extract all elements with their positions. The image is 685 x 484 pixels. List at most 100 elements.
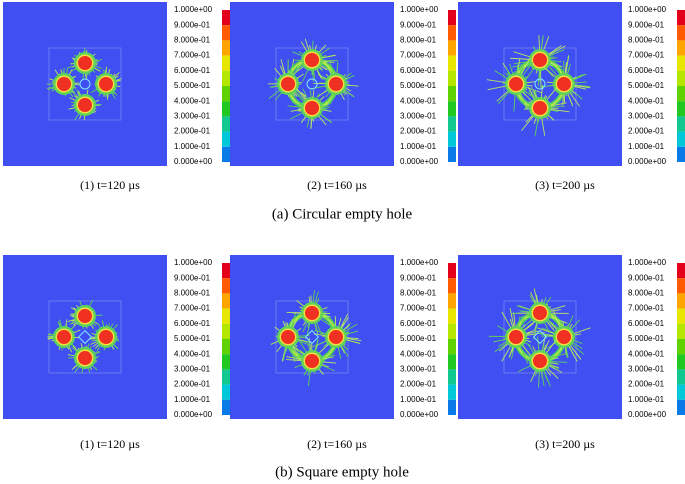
colorbar-segment (677, 25, 685, 41)
colorbar-label: 1.000e-01 (400, 395, 437, 404)
borehole (57, 77, 71, 91)
colorbar-segment (222, 131, 230, 147)
colorbar-segment (677, 70, 685, 86)
colorbar-label: 8.000e-01 (628, 36, 665, 45)
domain-outline (48, 300, 122, 374)
colorbar-label: 9.000e-01 (628, 20, 665, 29)
colorbar-label: 2.000e-01 (174, 380, 211, 389)
colorbar-segment (677, 339, 685, 355)
colorbar-segment (448, 146, 456, 162)
colorbar-label: 1.000e+00 (174, 5, 213, 14)
panel-caption: (3) t=200 µs (535, 437, 595, 451)
colorbar-label: 6.000e-01 (628, 319, 665, 328)
colorbar-segment (677, 308, 685, 324)
borehole (557, 330, 571, 344)
colorbar-label: 1.000e-01 (174, 395, 211, 404)
borehole (57, 330, 71, 344)
colorbar-label: 1.000e-01 (400, 142, 437, 151)
colorbar-label: 4.000e-01 (174, 349, 211, 358)
colorbar-label: 3.000e-01 (400, 112, 437, 121)
colorbar-segment (222, 354, 230, 370)
colorbar-label: 1.000e-01 (628, 142, 665, 151)
colorbar-segment (448, 339, 456, 355)
colorbar-segment (677, 323, 685, 339)
colorbar-segment (222, 369, 230, 385)
colorbar-segment (222, 55, 230, 71)
colorbar-segment (448, 354, 456, 370)
colorbar-label: 2.000e-01 (174, 127, 211, 136)
colorbar-label: 6.000e-01 (174, 66, 211, 75)
empty-hole (304, 329, 320, 345)
borehole (533, 306, 547, 320)
colorbar-label: 1.000e+00 (174, 258, 213, 267)
colorbar-segment (677, 40, 685, 56)
panel: 1.000e+00 9.000e-01 8.000e-01 7.000e-01 6.00… (3, 255, 230, 451)
colorbar-label: 1.000e+00 (628, 5, 667, 14)
colorbar-segment (222, 384, 230, 400)
colorbar-label: 9.000e-01 (628, 273, 665, 282)
sim-background (3, 2, 167, 166)
colorbar-segment (222, 101, 230, 117)
colorbar-label: 4.000e-01 (400, 349, 437, 358)
colorbar-label: 3.000e-01 (174, 112, 211, 121)
borehole (305, 101, 319, 115)
colorbar-segment (677, 55, 685, 71)
colorbar-label: 4.000e-01 (628, 349, 665, 358)
row-caption: (b) Square empty hole (275, 464, 409, 480)
colorbar-segment (448, 116, 456, 132)
colorbar-label: 0.000e+00 (174, 157, 213, 166)
sim-background (230, 255, 394, 419)
colorbar-segment (448, 86, 456, 102)
borehole (99, 77, 113, 91)
borehole (78, 56, 92, 70)
borehole (533, 53, 547, 67)
colorbar-label: 8.000e-01 (400, 36, 437, 45)
panel: 1.000e+00 9.000e-01 8.000e-01 7.000e-01 6.00… (458, 255, 685, 451)
borehole (509, 77, 523, 91)
colorbar-segment (677, 116, 685, 132)
colorbar-label: 7.000e-01 (628, 51, 665, 60)
borehole (78, 351, 92, 365)
borehole (305, 354, 319, 368)
panel-caption: (2) t=160 µs (307, 437, 367, 451)
borehole (557, 77, 571, 91)
panel-caption: (3) t=200 µs (535, 178, 595, 192)
borehole (509, 330, 523, 344)
colorbar-label: 7.000e-01 (400, 51, 437, 60)
colorbar-label: 7.000e-01 (174, 51, 211, 60)
colorbar-segment (448, 10, 456, 26)
colorbar-segment (222, 10, 230, 26)
borehole (305, 53, 319, 67)
colorbar-label: 4.000e-01 (628, 96, 665, 105)
panel-caption: (2) t=160 µs (307, 178, 367, 192)
colorbar-label: 9.000e-01 (400, 20, 437, 29)
colorbar-segment (448, 131, 456, 147)
colorbar-segment (222, 40, 230, 56)
colorbar-label: 6.000e-01 (628, 66, 665, 75)
colorbar-segment (222, 146, 230, 162)
colorbar-label: 5.000e-01 (174, 334, 211, 343)
colorbar-label: 2.000e-01 (400, 380, 437, 389)
domain-outline (275, 300, 349, 374)
colorbar-label: 8.000e-01 (174, 36, 211, 45)
colorbar-label: 0.000e+00 (400, 157, 439, 166)
colorbar-segment (222, 308, 230, 324)
colorbar-label: 1.000e+00 (628, 258, 667, 267)
colorbar-segment (222, 323, 230, 339)
empty-hole (77, 329, 93, 345)
colorbar-label: 5.000e-01 (628, 81, 665, 90)
colorbar-label: 3.000e-01 (628, 365, 665, 374)
colorbar-label: 5.000e-01 (628, 334, 665, 343)
sim-background (458, 2, 622, 166)
panel: 1.000e+00 9.000e-01 8.000e-01 7.000e-01 6.00… (230, 255, 456, 451)
colorbar-label: 1.000e+00 (400, 258, 439, 267)
panel: 1.000e+00 9.000e-01 8.000e-01 7.000e-01 6.00… (3, 2, 230, 192)
colorbar-label: 3.000e-01 (400, 365, 437, 374)
colorbar-label: 1.000e-01 (174, 142, 211, 151)
row-caption: (a) Circular empty hole (272, 206, 413, 222)
colorbar-segment (448, 55, 456, 71)
colorbar-label: 0.000e+00 (174, 410, 213, 419)
colorbar-label: 1.000e-01 (628, 395, 665, 404)
colorbar-label: 0.000e+00 (628, 410, 667, 419)
empty-hole (306, 78, 318, 90)
